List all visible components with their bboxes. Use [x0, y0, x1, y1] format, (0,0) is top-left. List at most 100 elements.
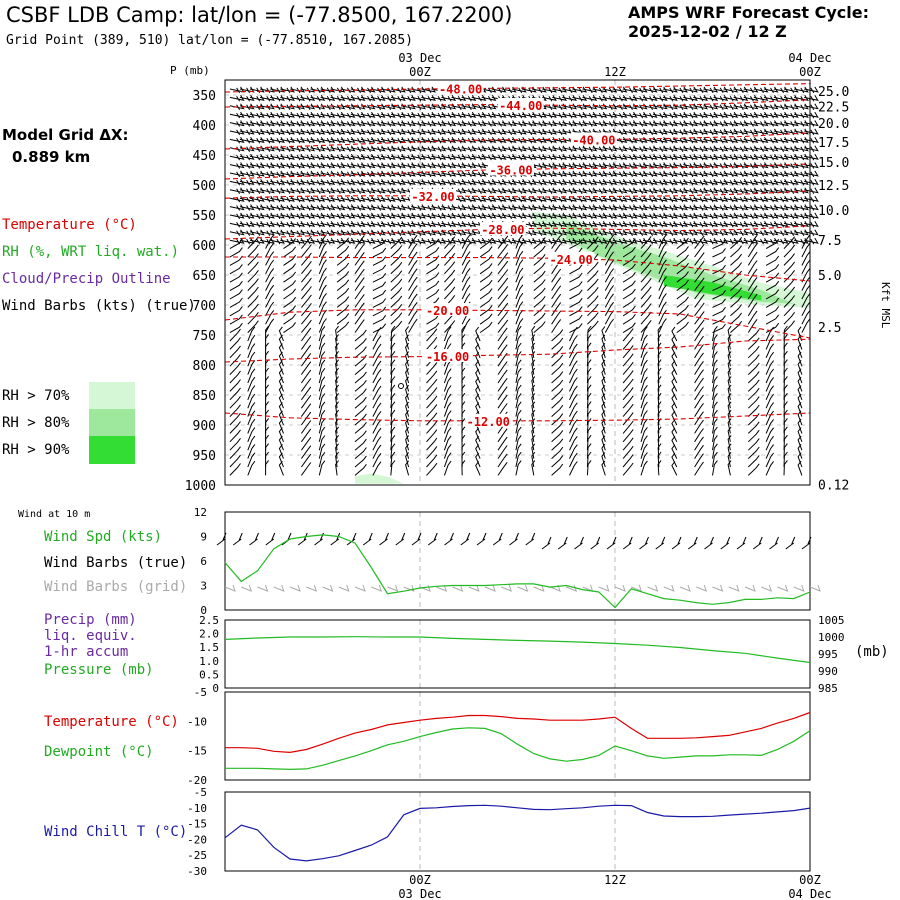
wind-barb [804, 179, 819, 186]
wind-barb [249, 95, 265, 102]
wind-barb [320, 221, 336, 228]
grid-wind-barb [793, 584, 805, 592]
wind-barb [360, 204, 376, 211]
wind-barb [461, 111, 477, 119]
wind-barb [320, 95, 336, 102]
wind-barb [283, 238, 296, 250]
wind-barb [712, 351, 718, 367]
wind-barb [602, 170, 618, 178]
wind-barb [662, 86, 678, 94]
wind-barb [350, 204, 366, 211]
wind-barb [622, 403, 634, 417]
wind-barb [390, 237, 406, 245]
wind-barb [801, 301, 811, 317]
wind-barb [733, 86, 749, 94]
wind-barb [515, 426, 522, 442]
wind-barb [602, 229, 618, 236]
wind-barb [747, 268, 758, 283]
wind-barb [405, 401, 410, 417]
wind-barb [360, 212, 376, 220]
wind-barb [515, 342, 522, 358]
wind-barb [586, 342, 592, 358]
wind-barb [753, 145, 769, 152]
wind-barb [320, 195, 336, 203]
wind-barb [572, 86, 588, 94]
wind-barb [804, 204, 819, 211]
wind-barb [265, 401, 269, 417]
wind-barb [694, 294, 705, 308]
wind-barb [658, 309, 667, 325]
wind-barb [501, 179, 517, 186]
wind-barb [408, 234, 418, 249]
wind-barb [683, 237, 698, 245]
wind-barb [713, 212, 729, 220]
wind-barb [587, 295, 599, 308]
wind-barb [783, 384, 788, 400]
wind-barb [310, 95, 326, 102]
wind-barb [765, 427, 774, 443]
pressure-tick-label: 995 [818, 648, 838, 661]
wind-barb [354, 294, 365, 308]
wind-barb [350, 95, 366, 102]
wind-barb [451, 145, 467, 152]
wind-barb [712, 393, 718, 409]
wind-barb [673, 187, 688, 194]
wind-barb [632, 153, 648, 161]
wind-barb [354, 380, 367, 392]
wind-barb [461, 204, 477, 211]
wind-barb [515, 384, 522, 400]
wind-barb [521, 195, 537, 203]
wind-barb [783, 409, 788, 426]
wind-barb [703, 221, 719, 228]
wind-barb [733, 179, 749, 186]
wind-barb [515, 234, 524, 249]
wind-barb [676, 279, 689, 291]
wind-barb [703, 229, 719, 236]
wind-barb [622, 370, 634, 384]
wind-barb [727, 384, 732, 400]
wind-barb [340, 145, 356, 152]
true-wind-barb [606, 536, 617, 550]
wind-barb [239, 111, 255, 119]
wind-barb [703, 237, 719, 245]
wind-barb [354, 447, 367, 459]
wind-barb [372, 289, 387, 300]
wind-barb [733, 204, 749, 211]
wind-barb [461, 103, 477, 110]
wind-barb [259, 120, 275, 127]
wind-barb [360, 195, 376, 203]
wind-barb [421, 212, 437, 220]
grid-wind-barb [614, 584, 626, 592]
wind-barb [336, 321, 350, 333]
wind-barb [497, 403, 508, 417]
wind-barb [743, 195, 759, 203]
y-tick-label: 0 [212, 682, 219, 695]
wind-barb [330, 170, 346, 178]
wind-barb [642, 221, 658, 228]
wind-barb [743, 86, 759, 94]
wind-barb [552, 111, 568, 119]
wind-barb [370, 145, 386, 152]
wind-barb [426, 387, 438, 401]
wind-barb [671, 352, 678, 367]
wind-barb [683, 103, 698, 110]
wind-barb [604, 301, 614, 317]
wind-barb [411, 95, 426, 102]
wind-barb [229, 345, 241, 359]
grid-wind-barb [501, 584, 513, 592]
wind-barb [569, 402, 578, 417]
wind-barb [421, 95, 437, 102]
wind-barb [441, 221, 457, 228]
wind-barb [249, 128, 265, 136]
wind-barb [694, 311, 705, 325]
wind-barb [662, 237, 678, 245]
wind-barb [421, 179, 437, 186]
wind-barb [551, 421, 564, 434]
wind-barb [712, 435, 718, 451]
wind-barb [229, 120, 245, 127]
wind-barb [259, 137, 275, 144]
wind-barb [247, 435, 256, 451]
pressure-tick-label: 800 [193, 359, 216, 374]
wind-barb [426, 247, 440, 258]
wind-barb [703, 162, 719, 169]
